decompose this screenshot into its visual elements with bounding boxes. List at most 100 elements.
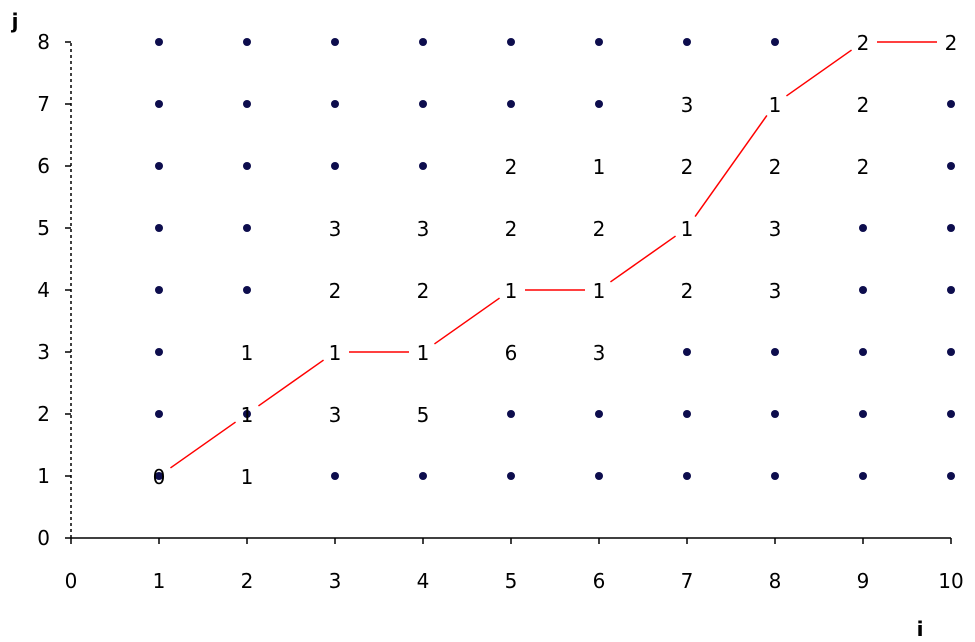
grid-dot bbox=[771, 348, 779, 356]
cell-label: 2 bbox=[857, 93, 870, 117]
grid-dot bbox=[155, 224, 163, 232]
cell-label: 5 bbox=[417, 403, 430, 427]
grid-dot bbox=[419, 38, 427, 46]
x-tick-label: 10 bbox=[938, 569, 963, 593]
cell-label: 2 bbox=[329, 279, 342, 303]
grid-dot bbox=[683, 410, 691, 418]
grid-dot bbox=[507, 38, 515, 46]
cell-label: 1 bbox=[681, 217, 694, 241]
x-tick-label: 4 bbox=[417, 569, 430, 593]
cell-label: 3 bbox=[769, 217, 782, 241]
cell-label: 2 bbox=[681, 279, 694, 303]
cell-label: 0 bbox=[153, 465, 166, 489]
x-tick-label: 8 bbox=[769, 569, 782, 593]
grid-dot bbox=[331, 38, 339, 46]
grid-dot bbox=[771, 472, 779, 480]
grid-dot bbox=[507, 410, 515, 418]
grid-dot bbox=[243, 162, 251, 170]
grid-dot bbox=[155, 348, 163, 356]
path-segment bbox=[170, 421, 236, 469]
grid-dot bbox=[155, 38, 163, 46]
y-tick-label: 8 bbox=[37, 30, 50, 54]
x-tick-label: 3 bbox=[329, 569, 342, 593]
cell-label: 2 bbox=[681, 155, 694, 179]
x-tick-label: 0 bbox=[65, 569, 78, 593]
y-tick-label: 1 bbox=[37, 464, 50, 488]
cell-label: 3 bbox=[417, 217, 430, 241]
grid-dot bbox=[947, 472, 955, 480]
y-tick-label: 4 bbox=[37, 278, 50, 302]
grid-dot bbox=[243, 224, 251, 232]
grid-dot bbox=[507, 100, 515, 108]
cell-label: 6 bbox=[505, 341, 518, 365]
cell-label: 1 bbox=[329, 341, 342, 365]
grid-dot bbox=[243, 38, 251, 46]
grid-dot bbox=[595, 472, 603, 480]
cell-label: 1 bbox=[769, 93, 782, 117]
x-tick-label: 6 bbox=[593, 569, 606, 593]
grid-dot bbox=[595, 410, 603, 418]
x-tick-label: 1 bbox=[153, 569, 166, 593]
y-tick-label: 2 bbox=[37, 402, 50, 426]
cell-label: 3 bbox=[329, 217, 342, 241]
grid-dot bbox=[947, 162, 955, 170]
y-tick-label: 6 bbox=[37, 154, 50, 178]
grid-dot bbox=[155, 100, 163, 108]
grid-dot bbox=[859, 472, 867, 480]
grid-dot bbox=[243, 100, 251, 108]
grid-dot bbox=[155, 286, 163, 294]
path-segment bbox=[434, 297, 500, 345]
grid-dot bbox=[859, 410, 867, 418]
y-tick-label: 0 bbox=[37, 526, 50, 550]
x-tick-label: 7 bbox=[681, 569, 694, 593]
path-segment bbox=[694, 114, 768, 218]
cell-label: 1 bbox=[593, 279, 606, 303]
grid-dot bbox=[947, 410, 955, 418]
cell-label: 2 bbox=[857, 155, 870, 179]
path-segment bbox=[258, 359, 324, 407]
grid-dot bbox=[595, 100, 603, 108]
cell-label: 1 bbox=[241, 465, 254, 489]
x-tick-label: 5 bbox=[505, 569, 518, 593]
cell-label: 2 bbox=[769, 155, 782, 179]
x-axis-title: i bbox=[917, 617, 924, 641]
x-tick-label: 9 bbox=[857, 569, 870, 593]
grid-dot bbox=[947, 286, 955, 294]
grid-dot bbox=[683, 38, 691, 46]
grid-dot bbox=[859, 224, 867, 232]
cell-label: 2 bbox=[505, 217, 518, 241]
y-tick-label: 5 bbox=[37, 216, 50, 240]
dots-layer bbox=[155, 38, 955, 480]
path-segment bbox=[786, 49, 852, 97]
cell-label: 3 bbox=[769, 279, 782, 303]
cell-label: 1 bbox=[417, 341, 430, 365]
cell-label: 1 bbox=[241, 341, 254, 365]
grid-dot bbox=[243, 410, 251, 418]
grid-dot bbox=[859, 286, 867, 294]
grid-dot bbox=[771, 38, 779, 46]
grid-dot bbox=[683, 472, 691, 480]
cell-label: 2 bbox=[857, 31, 870, 55]
grid-dot bbox=[331, 472, 339, 480]
cell-label: 1 bbox=[241, 403, 254, 427]
cell-labels-layer: 0 1 1 1 3 1 2 3 5 1 2 3 6 1 2 2 3 1 2 1 2 1 2 3 3 3 2 1 2 2 2 2 bbox=[153, 31, 958, 489]
grid-dot bbox=[947, 100, 955, 108]
grid-dot bbox=[507, 472, 515, 480]
grid-dot bbox=[155, 472, 163, 480]
grid-dot bbox=[331, 162, 339, 170]
grid-dot bbox=[595, 38, 603, 46]
cell-label: 2 bbox=[593, 217, 606, 241]
grid-dot bbox=[419, 472, 427, 480]
y-axis-title: j bbox=[11, 9, 19, 33]
grid-dot bbox=[155, 162, 163, 170]
path-segment bbox=[610, 235, 676, 283]
cell-label: 3 bbox=[593, 341, 606, 365]
grid-dot bbox=[419, 162, 427, 170]
cell-label: 2 bbox=[417, 279, 430, 303]
grid-dot bbox=[859, 348, 867, 356]
path-layer bbox=[170, 41, 937, 469]
cell-label: 3 bbox=[329, 403, 342, 427]
x-tick-label: 2 bbox=[241, 569, 254, 593]
